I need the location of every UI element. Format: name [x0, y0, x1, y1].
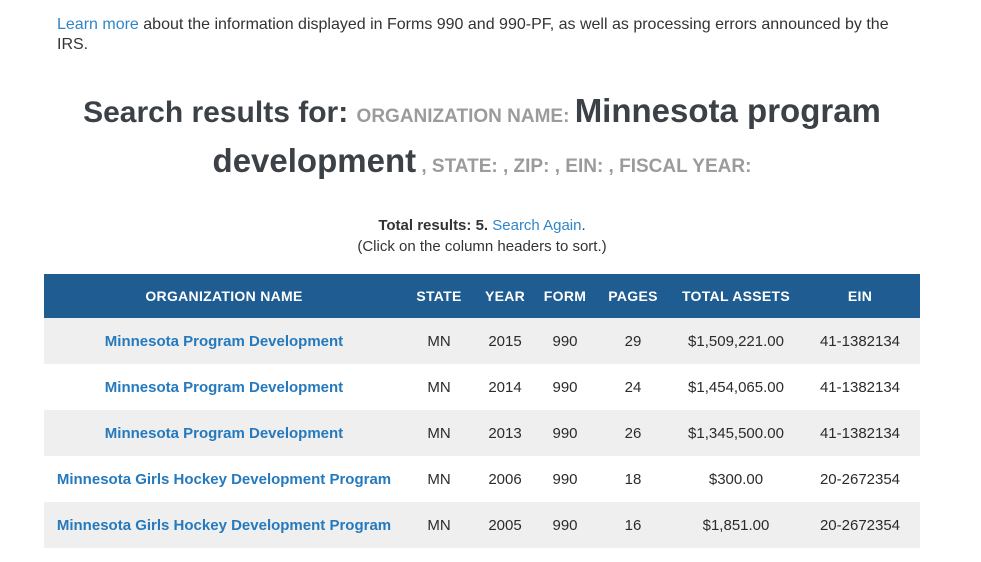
organization-link[interactable]: Minnesota Program Development [104, 378, 344, 396]
cell-year: 2015 [488, 332, 522, 350]
other-criteria-labels: , STATE: , ZIP: , EIN: , FISCAL YEAR: [416, 156, 752, 177]
organization-link[interactable]: Minnesota Program Development [104, 332, 344, 350]
cell-total_assets: $1,851.00 [702, 516, 770, 534]
organization-link[interactable]: Minnesota Program Development [104, 424, 344, 442]
table-row: Minnesota Program Development MN 2015 990 29… [44, 318, 920, 364]
column-header-total_assets[interactable]: TOTAL ASSETS [672, 274, 800, 318]
cell-form: 990 [552, 424, 578, 442]
cell-year: 2013 [488, 424, 522, 442]
results-table: ORGANIZATION NAME STATE YEAR FORM PAGES TOTAL… [44, 274, 920, 548]
table-row: Minnesota Girls Hockey Development Progr… [44, 456, 920, 502]
table-header-row: ORGANIZATION NAME STATE YEAR FORM PAGES TOTAL… [44, 274, 920, 318]
cell-pages: 29 [624, 332, 642, 350]
cell-ein: 41-1382134 [819, 424, 901, 442]
column-header-form[interactable]: FORM [536, 274, 594, 318]
cell-pages: 16 [624, 516, 642, 534]
cell-form: 990 [552, 378, 578, 396]
cell-ein: 20-2672354 [819, 516, 901, 534]
cell-state: MN [427, 470, 451, 488]
organization-link[interactable]: Minnesota Girls Hockey Development Progr… [56, 470, 392, 488]
column-header-organization[interactable]: ORGANIZATION NAME [44, 274, 404, 318]
cell-pages: 24 [624, 378, 642, 396]
column-header-pages[interactable]: PAGES [594, 274, 672, 318]
cell-ein: 20-2672354 [819, 470, 901, 488]
cell-organization: Minnesota Girls Hockey Development Progr… [44, 502, 404, 548]
column-header-ein[interactable]: EIN [800, 274, 920, 318]
results-table-body: Minnesota Program Development MN 2015 990 29… [44, 318, 920, 548]
cell-total_assets: $300.00 [708, 470, 764, 488]
results-meta: Total results: 5. Search Again. (Click o… [44, 215, 920, 257]
cell-state: MN [427, 424, 451, 442]
intro-text: Learn more about the information display… [57, 15, 920, 55]
cell-organization: Minnesota Girls Hockey Development Progr… [44, 456, 404, 502]
table-row: Minnesota Girls Hockey Development Progr… [44, 502, 920, 548]
cell-total_assets: $1,454,065.00 [688, 378, 784, 396]
cell-ein: 41-1382134 [819, 332, 901, 350]
cell-ein: 41-1382134 [819, 378, 901, 396]
cell-organization: Minnesota Program Development [44, 364, 404, 410]
cell-pages: 18 [624, 470, 642, 488]
cell-total_assets: $1,345,500.00 [688, 424, 784, 442]
total-results-text: Total results: 5. [378, 217, 493, 234]
results-table-head: ORGANIZATION NAME STATE YEAR FORM PAGES TOTAL… [44, 274, 920, 318]
search-again-period: . [581, 217, 586, 234]
cell-pages: 26 [624, 424, 642, 442]
column-header-year[interactable]: YEAR [474, 274, 536, 318]
table-row: Minnesota Program Development MN 2013 990 26… [44, 410, 920, 456]
cell-total_assets: $1,509,221.00 [688, 332, 784, 350]
cell-state: MN [427, 378, 451, 396]
search-again-link[interactable]: Search Again [492, 217, 582, 234]
column-header-state[interactable]: STATE [404, 274, 474, 318]
learn-more-link[interactable]: Learn more [57, 16, 139, 33]
cell-form: 990 [552, 332, 578, 350]
cell-form: 990 [552, 516, 578, 534]
search-results-prefix: Search results for: [83, 96, 357, 129]
cell-organization: Minnesota Program Development [44, 318, 404, 364]
search-results-page: Learn more about the information display… [44, 15, 920, 562]
cell-organization: Minnesota Program Development [44, 410, 404, 456]
cell-year: 2005 [488, 516, 522, 534]
search-query-text: Minnesota program development [212, 92, 881, 179]
cell-form: 990 [552, 470, 578, 488]
cell-state: MN [427, 332, 451, 350]
cell-year: 2014 [488, 378, 522, 396]
organization-name-label: ORGANIZATION NAME: [356, 106, 575, 127]
organization-link[interactable]: Minnesota Girls Hockey Development Progr… [56, 516, 392, 534]
cell-year: 2006 [488, 470, 522, 488]
sort-hint-text: (Click on the column headers to sort.) [357, 238, 607, 255]
intro-text-body: about the information displayed in Forms… [57, 16, 889, 53]
cell-state: MN [427, 516, 451, 534]
total-results-line: Total results: 5. Search Again. [44, 215, 920, 236]
page-title: Search results for: ORGANIZATION NAME: M… [44, 89, 920, 189]
table-row: Minnesota Program Development MN 2014 990 24… [44, 364, 920, 410]
